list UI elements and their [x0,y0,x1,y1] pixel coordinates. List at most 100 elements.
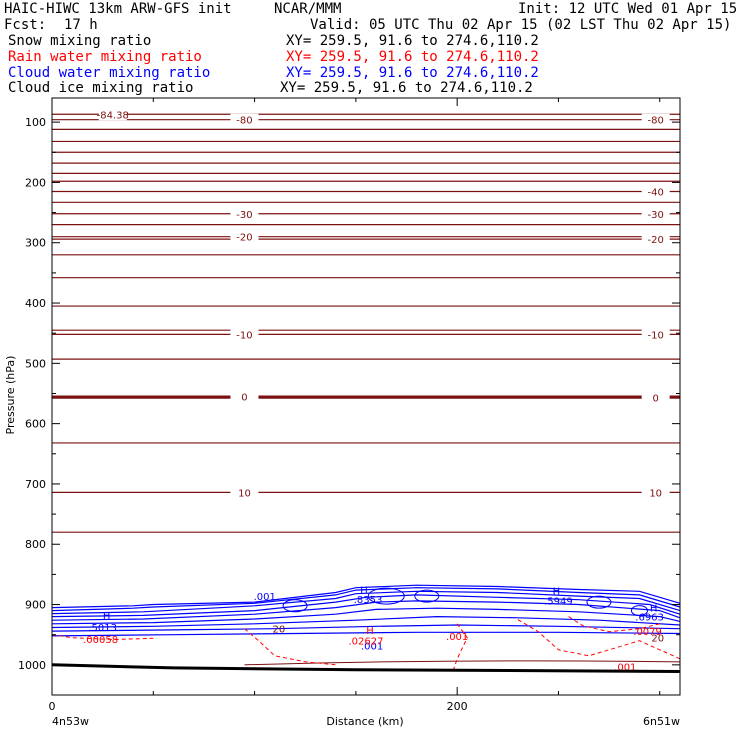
field-name-cloud-ice: Cloud ice mixing ratio [8,80,194,96]
field-xy-rain: XY= 259.5, 91.6 to 274.6,110.2 [286,49,539,65]
cloud-water-cell [630,605,648,617]
left-endpoint-label: 4n53w [52,715,89,728]
cloud-water-contour [51,600,681,621]
cloud-water-cell [367,587,405,605]
cloud-water-contour [51,615,681,629]
isotherm-label-bg [230,230,259,243]
y-tick-label: 600 [25,418,46,431]
y-tick-label: 900 [25,599,46,612]
right-endpoint-label: 6n51w [643,715,680,728]
field-name-rain: Rain water mixing ratio [8,49,202,65]
y-tick-label: 1000 [18,659,46,672]
isotherm-label-bg [641,328,670,341]
rain-water-label: .001 [446,632,468,643]
cloud-water-cell [282,599,308,613]
cloud-water-label: H [650,604,658,615]
field-name-cloud-water: Cloud water mixing ratio [8,65,211,81]
isotherm-label: 0 [653,394,659,405]
isotherm-label: -40 [648,187,664,198]
cloud-water-label: .5013 [88,623,117,634]
model-title: HAIC-HIWC 13km ARW-GFS init [4,1,232,17]
surface-pressure-line [51,663,681,673]
isotherm-label: -80 [236,116,252,127]
cloud-water-label: .8353 [354,595,383,606]
cloud-water-label: H [103,611,111,622]
field-xy-cloud-ice: XY= 259.5, 91.6 to 274.6,110.2 [280,80,533,96]
isotherm-label: -30 [648,210,664,221]
cloud-water-contour [51,587,681,612]
plot-frame [51,97,681,696]
cloud-water-cell [414,589,440,603]
cloud-water-contour [51,631,681,637]
rain-water-label: .001 [614,663,636,674]
isotherm-label-bg [641,207,670,220]
y-tick-label: 200 [25,176,46,189]
cloud-water-layer [51,584,681,637]
rain-water-contour [452,623,468,672]
contour-label-layer: -84.38 -80 -80 -40 -30 -30 -20 -20 -10 -10 0 0 10 10.… [83,108,670,674]
forecast-label: Fcst: [4,17,47,33]
cloud-water-contour [51,584,681,609]
cloud-water-label: .001 [254,592,276,603]
rain-water-label: .02627 [349,637,384,648]
cloud-water-contour [51,607,681,625]
isotherm-label-bg [98,108,127,121]
isotherm-label-bg [230,486,259,499]
isotherm-label-bg [641,113,670,126]
isotherm-label-low: 20 [273,625,286,636]
x-tick-label: 0 [49,700,56,713]
org-label: NCAR/MMM [274,1,342,17]
cloud-water-label: .5949 [544,596,573,607]
isotherm-label-bg [230,328,259,341]
field-xy-snow: XY= 259.5, 91.6 to 274.6,110.2 [286,33,539,49]
x-axis-label: Distance (km) [326,715,403,728]
isotherm-label-bg [641,391,670,404]
cloud-water-contour [51,624,681,632]
cloud-water-cell [586,595,612,609]
isotherm-label-bg [230,113,259,126]
isotherm-label: -84.38 [97,110,129,121]
cloud-water-label: H [553,587,561,598]
isotherm-label: -10 [648,330,664,341]
rain-water-label: .0079 [633,627,662,638]
isotherm-label-bg [230,207,259,220]
isotherm-label-bg [641,233,670,246]
isotherm-label-bg [230,390,259,403]
rain-water-contour [51,634,154,641]
y-axis-label: Pressure (hPa) [4,356,17,435]
isotherm-label: -10 [236,330,252,341]
isotherm-label: 10 [238,488,251,499]
y-tick-label: 300 [25,237,46,250]
rain-water-contour [568,616,660,633]
isotherm-label: 10 [649,488,662,499]
field-name-snow: Snow mixing ratio [8,33,152,49]
isotherm-line-lower [244,660,681,666]
rain-water-layer [51,616,681,672]
cloud-water-label: .6963 [635,613,664,624]
field-xy-cloud-water: XY= 259.5, 91.6 to 274.6,110.2 [286,65,539,81]
isotherm-label: -20 [648,235,664,246]
y-tick-label: 500 [25,357,46,370]
valid-time: Valid: 05 UTC Thu 02 Apr 15 (02 LST Thu … [310,17,732,33]
x-tick-label: 200 [447,700,468,713]
y-tick-label: 400 [25,297,46,310]
init-time: Init: 12 UTC Wed 01 Apr 15 [518,1,738,17]
forecast-hours: 17 h [64,17,98,33]
isotherm-label-bg [641,486,670,499]
isotherm-label-bg [641,185,670,198]
cloud-water-label: H [360,585,368,596]
cloud-water-label: .001 [361,642,383,653]
cloud-water-contour [51,594,681,618]
isotherm-label-low: 20 [651,634,664,645]
y-tick-label: 700 [25,478,46,491]
rain-water-label: H [366,626,374,637]
isotherm-label: -80 [648,116,664,127]
rain-water-contour [517,619,681,660]
rain-water-label: .00058 [83,635,118,646]
isotherm-label: -20 [236,233,252,244]
isotherm-label: 0 [241,393,247,404]
y-tick-label: 800 [25,538,46,551]
isotherm-layer [52,113,681,666]
